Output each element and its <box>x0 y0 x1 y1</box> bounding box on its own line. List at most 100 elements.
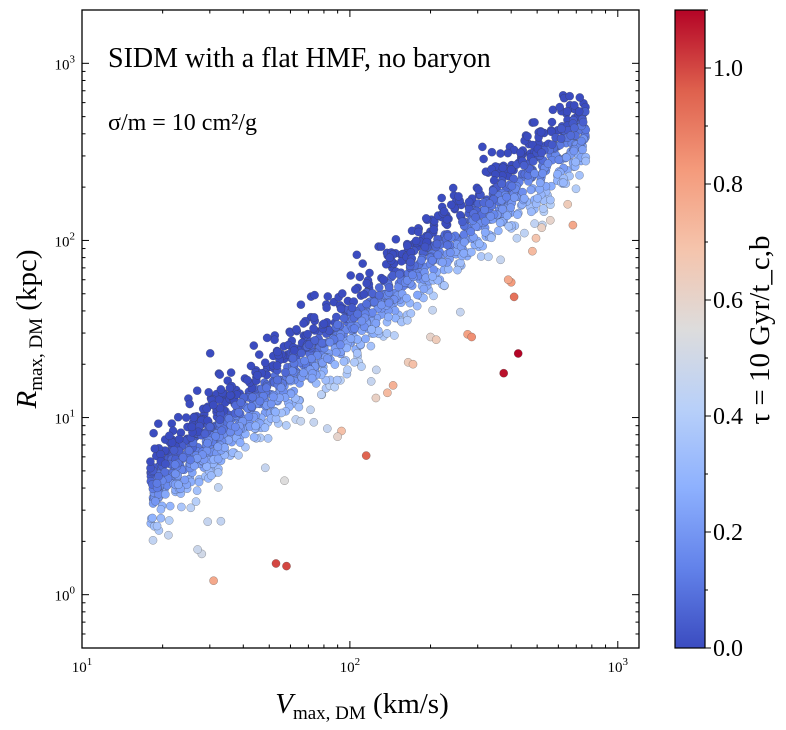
data-point <box>448 183 458 193</box>
data-point <box>205 422 215 432</box>
x-axis-label-main: V <box>275 688 296 720</box>
x-axis-label: Vmax, DM (km/s) <box>275 688 449 724</box>
data-point <box>235 438 245 447</box>
data-point <box>503 275 513 284</box>
data-point <box>506 165 516 174</box>
data-point <box>169 446 179 455</box>
data-point <box>288 366 297 376</box>
data-point <box>502 192 511 202</box>
data-point <box>246 361 256 371</box>
data-point <box>151 497 160 506</box>
data-point <box>243 375 252 385</box>
data-point <box>186 503 196 513</box>
data-point <box>205 349 215 358</box>
y-axis-label-sub: max, DM <box>26 318 47 391</box>
data-point <box>487 147 497 157</box>
data-point <box>433 250 443 260</box>
data-point <box>509 292 519 302</box>
data-point <box>443 232 453 241</box>
data-point <box>402 293 411 303</box>
data-point <box>565 91 574 101</box>
data-point <box>530 118 539 127</box>
data-point <box>269 392 278 402</box>
data-point <box>146 457 155 466</box>
data-point <box>322 303 331 313</box>
data-point <box>497 179 506 189</box>
data-point <box>503 148 513 158</box>
data-point <box>299 319 308 328</box>
x-tick-label: 101 <box>72 656 93 676</box>
data-point <box>225 383 235 393</box>
data-point <box>272 361 282 370</box>
data-point <box>467 332 476 342</box>
data-point <box>347 303 357 313</box>
data-point <box>213 454 223 464</box>
data-point <box>310 290 319 300</box>
data-point <box>261 463 270 473</box>
data-point <box>187 422 197 432</box>
data-point <box>488 186 498 196</box>
data-point <box>184 446 194 455</box>
data-point <box>174 434 184 444</box>
data-point <box>419 284 429 294</box>
data-point <box>408 359 418 369</box>
data-point <box>194 477 204 487</box>
data-point <box>460 237 469 247</box>
data-point <box>499 368 508 378</box>
data-point <box>428 272 437 281</box>
data-point <box>361 334 370 344</box>
data-point <box>164 516 174 525</box>
data-point <box>494 226 503 236</box>
axis-ticks: 101 102 103 100 101 102 103 <box>55 9 639 676</box>
data-point <box>352 250 362 260</box>
data-point <box>217 426 226 435</box>
data-point <box>260 423 270 432</box>
data-point <box>170 460 180 469</box>
data-point <box>530 219 539 228</box>
data-point <box>374 290 384 300</box>
data-point <box>429 291 438 301</box>
data-point <box>173 412 183 422</box>
data-point <box>439 207 449 216</box>
data-point <box>391 235 401 244</box>
data-point <box>466 227 476 236</box>
data-point <box>523 132 532 141</box>
data-point <box>164 530 173 540</box>
data-point <box>156 513 166 523</box>
x-axis-label-sub: max, DM <box>293 703 366 724</box>
data-point <box>485 199 494 208</box>
data-point <box>498 204 507 214</box>
data-point <box>414 227 423 237</box>
data-point <box>526 185 536 195</box>
data-point <box>317 390 326 399</box>
data-point <box>575 93 585 102</box>
data-point <box>538 169 547 178</box>
data-point <box>412 301 422 311</box>
data-point <box>213 468 223 477</box>
data-point <box>464 197 474 207</box>
data-point <box>294 402 304 412</box>
data-point <box>192 486 202 495</box>
data-point <box>383 388 392 398</box>
data-point <box>260 358 270 367</box>
data-point <box>487 233 496 243</box>
data-point <box>384 298 394 308</box>
data-point <box>428 256 437 265</box>
data-point <box>528 246 537 256</box>
data-point <box>512 233 522 243</box>
data-point <box>209 576 218 585</box>
data-point <box>282 561 291 571</box>
data-point <box>568 220 578 230</box>
data-point <box>276 383 286 393</box>
data-point <box>150 444 160 453</box>
data-point <box>531 233 541 243</box>
data-point <box>571 184 581 194</box>
data-point <box>263 434 273 443</box>
data-point <box>471 213 480 222</box>
data-point <box>247 402 256 411</box>
data-point <box>332 312 341 322</box>
data-point <box>547 140 557 149</box>
data-point <box>403 241 412 250</box>
data-point <box>453 265 462 275</box>
data-point <box>292 325 301 334</box>
